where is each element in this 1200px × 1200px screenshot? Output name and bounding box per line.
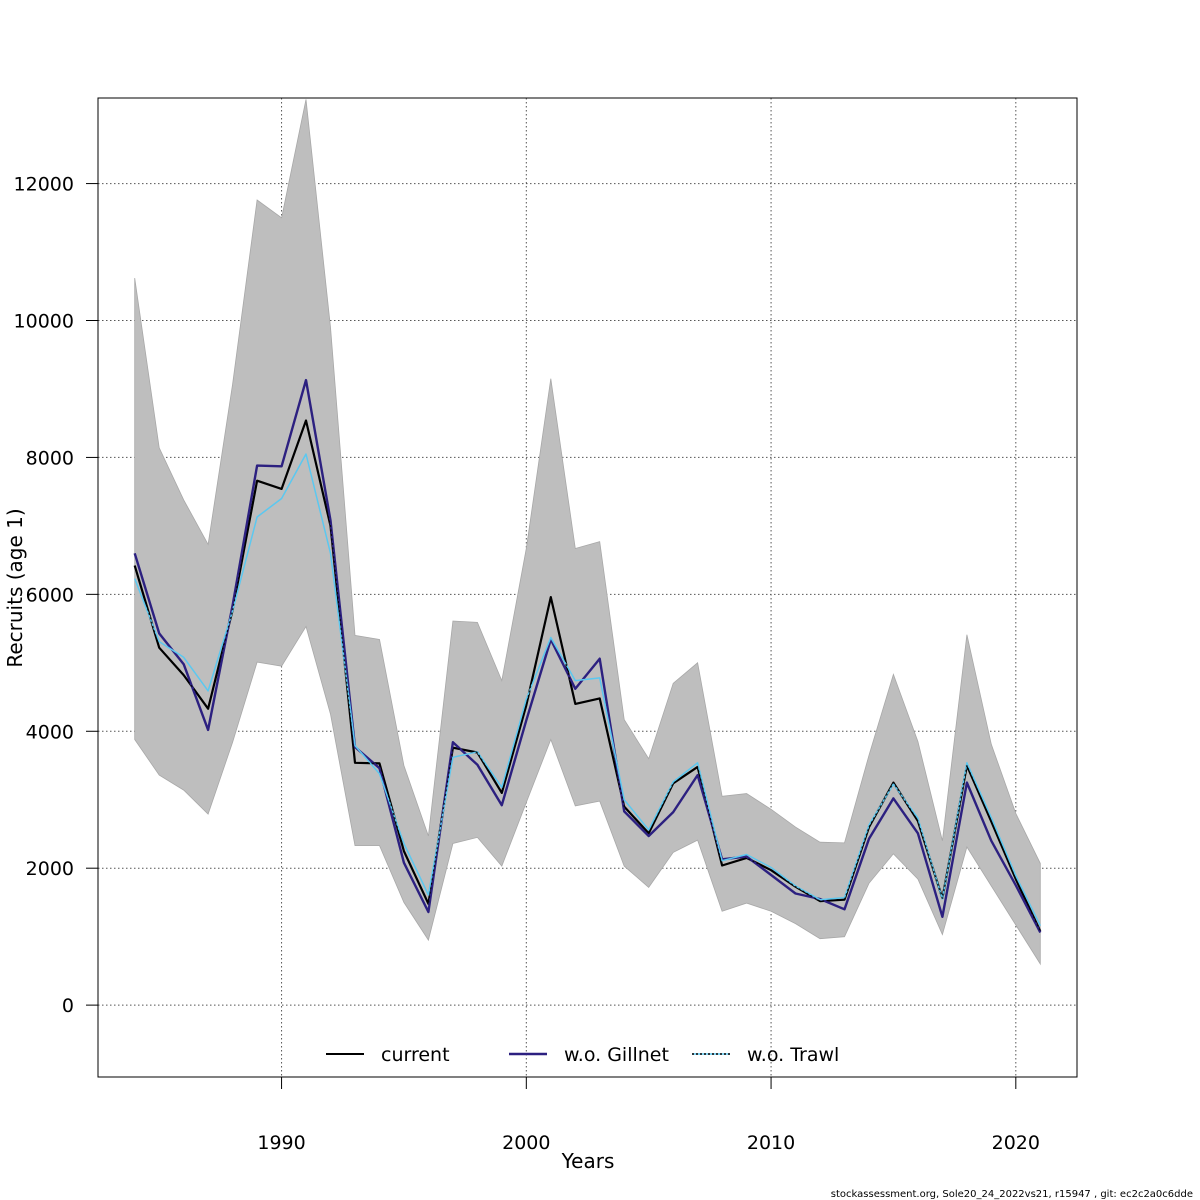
- confidence-band: [134, 99, 1041, 966]
- footer-credit: stockassessment.org, Sole20_24_2022vs21,…: [831, 1189, 1193, 1200]
- confidence-band-layer: [134, 99, 1041, 966]
- axes: 0 2000 4000 6000 8000 10000 12000 1990 2000 2010 2…: [14, 174, 1040, 1154]
- y-tick-label-0: 0: [62, 995, 74, 1017]
- plot-frame: [97, 97, 1078, 1078]
- legend-label-gillnet: w.o. Gillnet: [564, 1044, 669, 1066]
- legend: current w.o. Gillnet w.o. Trawl: [326, 1044, 839, 1066]
- x-tick-label-2020: 2020: [992, 1132, 1040, 1154]
- series-line-current-dotted-overlay: [134, 419, 1041, 932]
- y-axis-title: Recruits (age 1): [3, 508, 27, 667]
- x-axis-title: Years: [561, 1149, 615, 1173]
- y-tick-label-4000: 4000: [26, 721, 74, 743]
- x-tick-label-2010: 2010: [747, 1132, 795, 1154]
- y-tick-label-2000: 2000: [26, 858, 74, 880]
- y-tick-label-6000: 6000: [26, 584, 74, 606]
- series-line-wo-gillnet: [133, 378, 1042, 934]
- x-tick-label-2000: 2000: [502, 1132, 550, 1154]
- y-tick-label-10000: 10000: [14, 311, 74, 333]
- legend-label-current: current: [381, 1044, 450, 1066]
- y-tick-label-12000: 12000: [14, 174, 74, 196]
- y-tick-label-8000: 8000: [26, 447, 74, 469]
- series-layer: [133, 378, 1042, 934]
- x-tick-label-1990: 1990: [257, 1132, 305, 1154]
- legend-label-trawl: w.o. Trawl: [747, 1044, 839, 1066]
